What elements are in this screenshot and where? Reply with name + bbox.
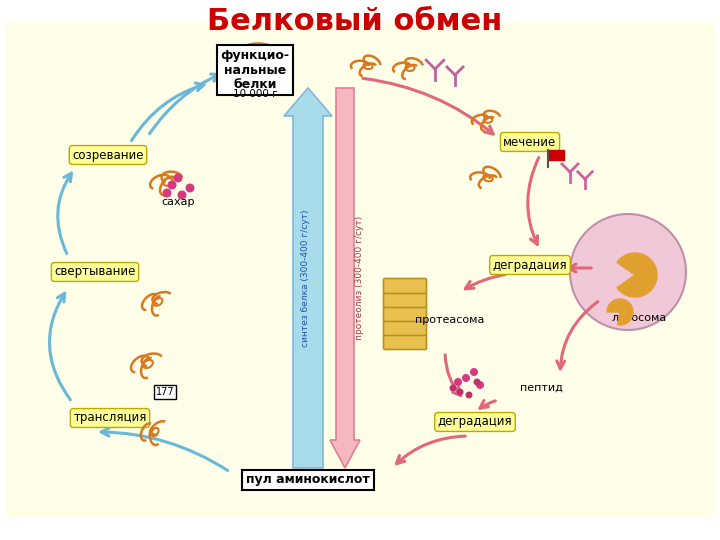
Text: мечение: мечение [503, 136, 557, 148]
Text: деградация: деградация [438, 415, 513, 429]
Text: 177: 177 [156, 387, 174, 397]
Circle shape [163, 188, 171, 198]
Text: пептид: пептид [520, 383, 563, 393]
Polygon shape [607, 299, 633, 325]
Circle shape [174, 173, 182, 183]
Circle shape [466, 392, 472, 399]
Circle shape [186, 184, 194, 192]
Circle shape [570, 214, 686, 330]
Text: Белковый обмен: Белковый обмен [207, 8, 503, 37]
FancyArrow shape [330, 88, 360, 468]
Text: деградация: деградация [492, 259, 567, 272]
Text: пул аминокислот: пул аминокислот [246, 474, 370, 487]
FancyBboxPatch shape [5, 22, 715, 518]
Text: протеолиз (300-400 г/сут): протеолиз (300-400 г/сут) [354, 216, 364, 340]
Text: синтез белка (300-400 г/сут): синтез белка (300-400 г/сут) [302, 209, 310, 347]
Circle shape [168, 180, 176, 190]
FancyBboxPatch shape [384, 321, 426, 335]
Circle shape [178, 191, 186, 199]
Polygon shape [617, 253, 657, 297]
FancyArrow shape [284, 88, 332, 468]
Text: сахар: сахар [161, 197, 194, 207]
Text: функцио-
нальные
белки: функцио- нальные белки [220, 49, 289, 91]
Text: 10 000 г: 10 000 г [233, 89, 277, 99]
Text: свертывание: свертывание [54, 266, 135, 279]
Circle shape [470, 368, 478, 376]
FancyBboxPatch shape [384, 307, 426, 321]
FancyBboxPatch shape [384, 334, 426, 349]
FancyBboxPatch shape [384, 279, 426, 294]
Circle shape [456, 388, 464, 395]
Circle shape [454, 378, 462, 386]
Text: трансляция: трансляция [73, 411, 147, 424]
Circle shape [474, 379, 480, 386]
Circle shape [476, 381, 484, 389]
Text: лизосома: лизосома [612, 313, 667, 323]
FancyBboxPatch shape [384, 293, 426, 307]
Circle shape [462, 374, 470, 382]
Polygon shape [548, 150, 564, 160]
Circle shape [449, 384, 456, 391]
Text: протеасома: протеасома [415, 315, 485, 325]
Text: созревание: созревание [72, 148, 144, 161]
